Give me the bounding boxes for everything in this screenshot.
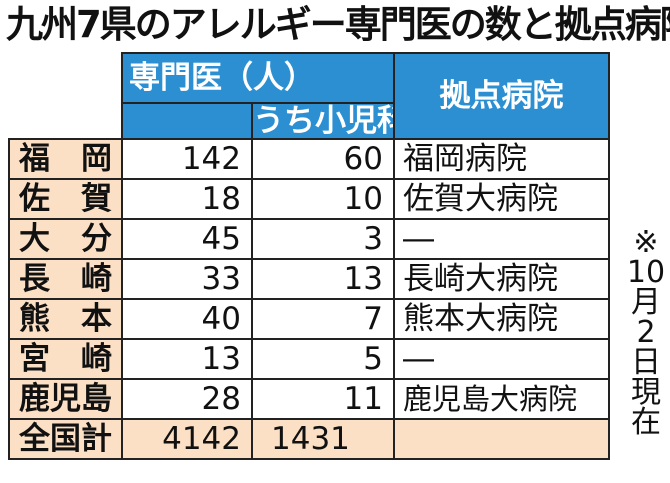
header-specialists: 専門医（人） — [121, 52, 395, 104]
note-char: 10 — [626, 255, 666, 290]
total-specialists: 4142 — [121, 418, 253, 460]
hospital-cell: 福岡病院 — [393, 138, 610, 180]
prefecture-cell: 佐 賀 — [8, 178, 123, 220]
table-title: 九州7県のアレルギー専門医の数と拠点病院 — [6, 3, 670, 46]
specialists-cell: 45 — [121, 218, 253, 260]
note-char: 月 — [631, 285, 661, 320]
pediatrics-cell: 13 — [251, 258, 395, 300]
total-row: 全国計 4142 1431 — [8, 418, 610, 460]
prefecture-cell: 長 崎 — [8, 258, 123, 300]
table-row: 鹿児島 28 11 鹿児島大病院 — [8, 378, 610, 420]
header-pediatrics: うち小児科 — [251, 102, 395, 140]
specialists-cell: 40 — [121, 298, 253, 340]
hospital-cell: 佐賀大病院 — [393, 178, 610, 220]
note-char: ※ — [633, 225, 659, 260]
specialists-cell: 13 — [121, 338, 253, 380]
prefecture-cell: 宮 崎 — [8, 338, 123, 380]
pediatrics-cell: 11 — [251, 378, 395, 420]
table-row: 大 分 45 3 ― — [8, 218, 610, 260]
table-row: 福 岡 142 60 福岡病院 — [8, 138, 610, 180]
hospital-cell: 熊本大病院 — [393, 298, 610, 340]
total-pediatrics: 1431 — [251, 418, 395, 460]
table-row: 長 崎 33 13 長崎大病院 — [8, 258, 610, 300]
note-char: 現 — [631, 375, 661, 410]
specialists-cell: 28 — [121, 378, 253, 420]
date-note: ※ 10 月 2 日 現 在 — [626, 228, 666, 438]
table-row: 佐 賀 18 10 佐賀大病院 — [8, 178, 610, 220]
pediatrics-cell: 5 — [251, 338, 395, 380]
hospital-cell: 鹿児島大病院 — [393, 378, 610, 420]
hospital-cell: ― — [393, 218, 610, 260]
pediatrics-cell: 10 — [251, 178, 395, 220]
note-char: 日 — [631, 345, 661, 380]
note-char: 2 — [636, 315, 656, 350]
total-label: 全国計 — [8, 418, 123, 460]
specialists-cell: 33 — [121, 258, 253, 300]
prefecture-cell: 大 分 — [8, 218, 123, 260]
table-row: 熊 本 40 7 熊本大病院 — [8, 298, 610, 340]
prefecture-cell: 鹿児島 — [8, 378, 123, 420]
total-hospital — [393, 418, 610, 460]
note-char: 在 — [631, 405, 661, 440]
pediatrics-cell: 60 — [251, 138, 395, 180]
specialists-cell: 142 — [121, 138, 253, 180]
table-row: 宮 崎 13 5 ― — [8, 338, 610, 380]
allergy-specialists-table: 専門医（人） 拠点病院 うち小児科 福 岡 142 60 福岡病院 佐 賀 18… — [8, 52, 610, 460]
hospital-cell: 長崎大病院 — [393, 258, 610, 300]
header-specialists-spacer — [121, 102, 253, 140]
pediatrics-cell: 7 — [251, 298, 395, 340]
specialists-cell: 18 — [121, 178, 253, 220]
header-base-hospital: 拠点病院 — [393, 52, 610, 140]
hospital-cell: ― — [393, 338, 610, 380]
corner-cell — [9, 53, 123, 140]
prefecture-cell: 熊 本 — [8, 298, 123, 340]
pediatrics-cell: 3 — [251, 218, 395, 260]
prefecture-cell: 福 岡 — [8, 138, 123, 180]
